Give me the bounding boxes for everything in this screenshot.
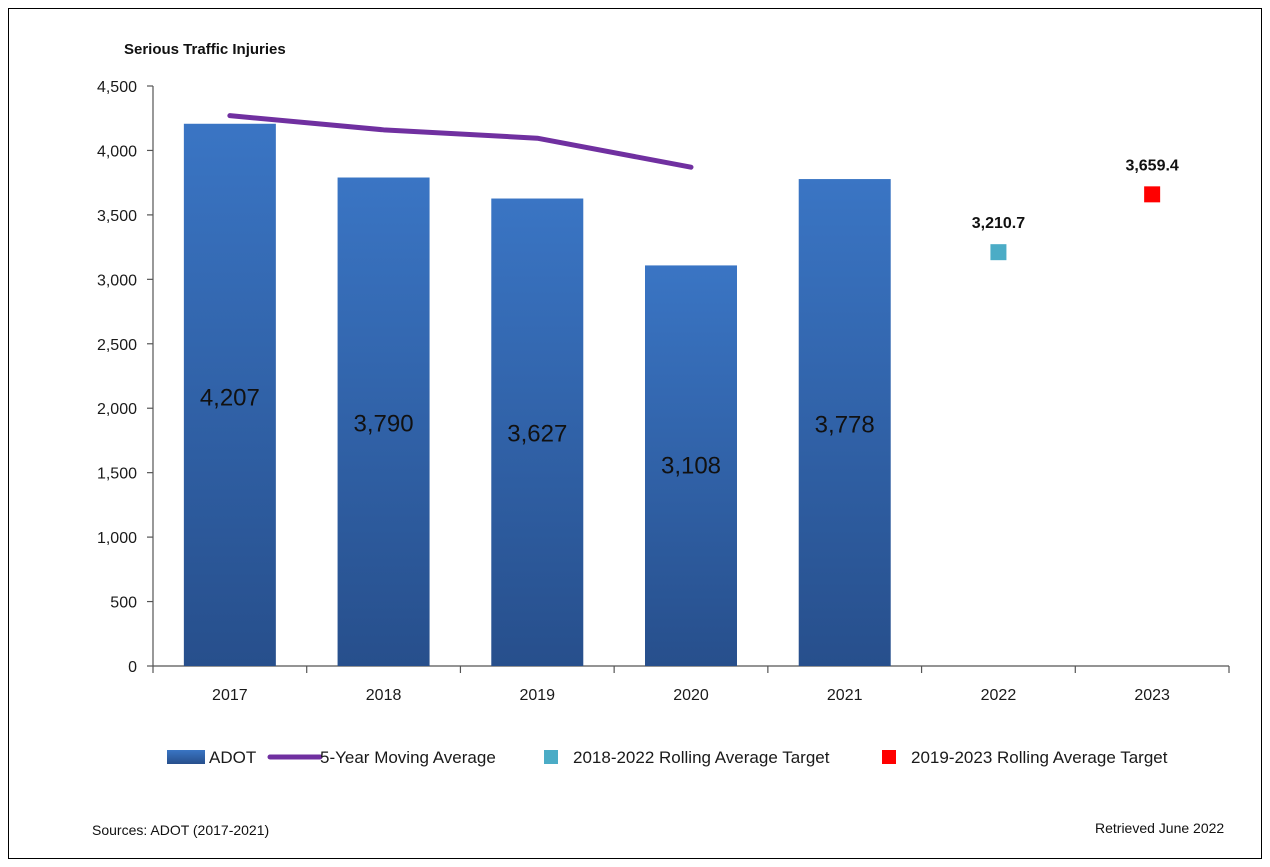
bar-value-label: 3,627 bbox=[507, 421, 567, 448]
x-tick-label: 2020 bbox=[673, 687, 709, 704]
bar-value-label: 3,108 bbox=[661, 453, 721, 480]
legend: ADOT 5-Year Moving Average 2018-2022 Rolli… bbox=[167, 748, 1168, 767]
y-tick-label: 0 bbox=[128, 659, 137, 676]
legend-swatch-2018-2022-target bbox=[544, 750, 558, 764]
target-value-label: 3,659.4 bbox=[1125, 157, 1178, 174]
y-tick-label: 1,000 bbox=[97, 530, 137, 547]
y-tick-label: 2,000 bbox=[97, 401, 137, 418]
legend-label-2018-2022-target: 2018-2022 Rolling Average Target bbox=[573, 748, 830, 767]
bar-adot-2019 bbox=[491, 198, 584, 666]
chart-title: Serious Traffic Injuries bbox=[124, 41, 286, 58]
legend-swatch-2019-2023-target bbox=[882, 750, 896, 764]
y-tick-label: 500 bbox=[110, 595, 137, 612]
target-marker-2023 bbox=[1144, 186, 1161, 203]
target-value-label: 3,210.7 bbox=[972, 215, 1025, 232]
x-tick-label: 2018 bbox=[366, 687, 402, 704]
moving-average-line bbox=[227, 113, 694, 170]
x-tick-label: 2021 bbox=[827, 687, 863, 704]
y-tick-label: 3,500 bbox=[97, 208, 137, 225]
y-tick-label: 1,500 bbox=[97, 466, 137, 483]
x-tick-label: 2017 bbox=[212, 687, 248, 704]
bar-value-label: 3,790 bbox=[354, 411, 414, 438]
plot-area: 0 500 1,000 1,500 2,000 2,500 3,000 3,500 4,000 4… bbox=[97, 79, 1230, 704]
legend-swatch-adot bbox=[167, 750, 205, 764]
y-tick-label: 4,000 bbox=[97, 143, 137, 160]
y-tick-label: 4,500 bbox=[97, 79, 137, 96]
bar-value-label: 3,778 bbox=[815, 411, 875, 438]
sources-note: Sources: ADOT (2017-2021) bbox=[92, 822, 270, 838]
bar-adot-2021 bbox=[798, 179, 891, 666]
bar-adot-2018 bbox=[337, 177, 430, 666]
bar-value-label: 4,207 bbox=[200, 385, 260, 412]
x-tick-label: 2019 bbox=[519, 687, 555, 704]
legend-label-2019-2023-target: 2019-2023 Rolling Average Target bbox=[911, 748, 1168, 767]
bar-adot-2017 bbox=[183, 123, 276, 666]
legend-label-adot: ADOT bbox=[209, 748, 256, 767]
target-marker-2022 bbox=[990, 244, 1007, 261]
y-tick-label: 2,500 bbox=[97, 337, 137, 354]
bar-adot-2020 bbox=[645, 265, 737, 666]
retrieved-note: Retrieved June 2022 bbox=[1095, 820, 1225, 836]
y-tick-label: 3,000 bbox=[97, 272, 137, 289]
x-tick-label: 2023 bbox=[1134, 687, 1170, 704]
x-tick-label: 2022 bbox=[981, 687, 1017, 704]
legend-label-moving-average: 5-Year Moving Average bbox=[320, 748, 496, 767]
